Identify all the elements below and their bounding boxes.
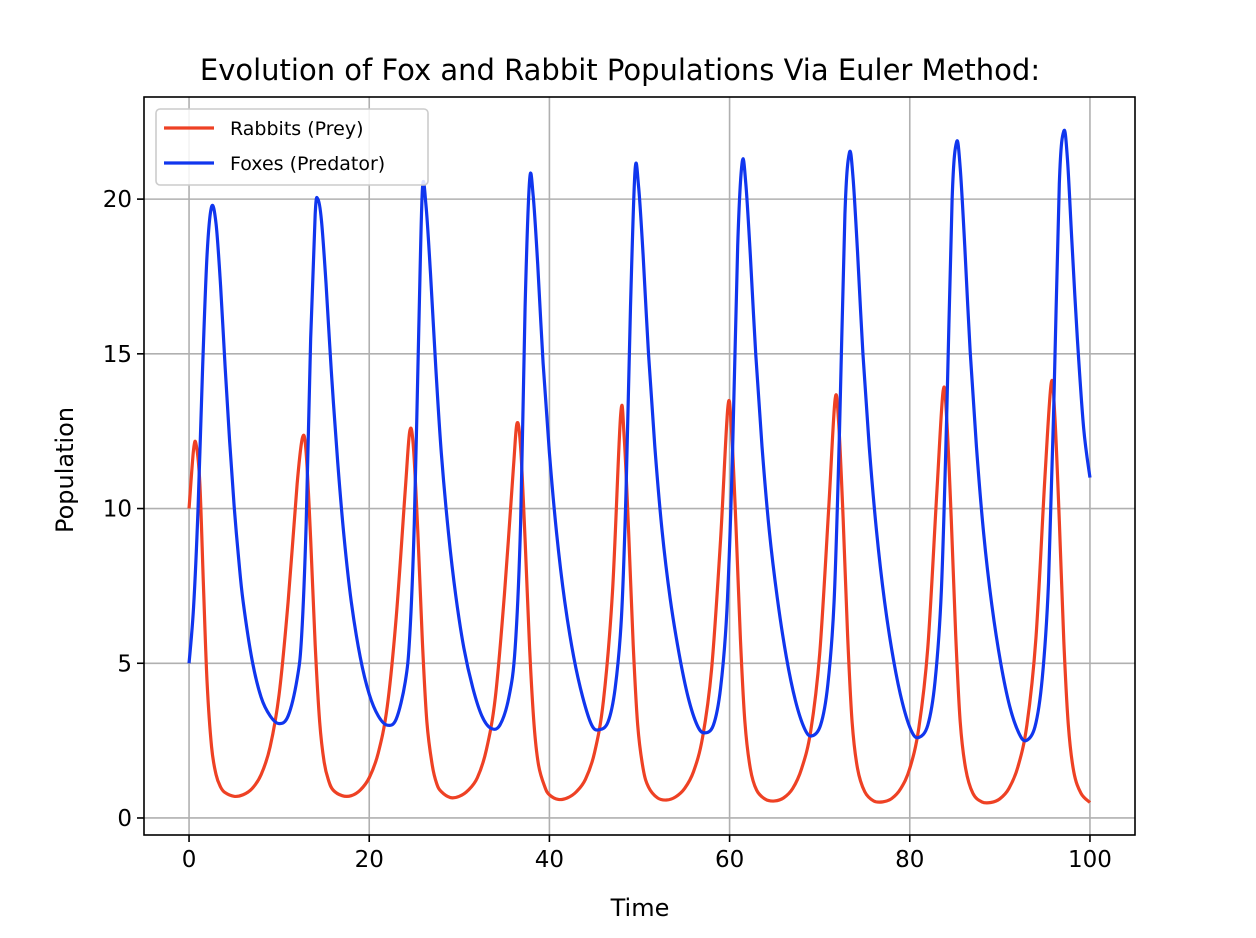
- x-tick-label: 80: [895, 847, 924, 873]
- series-lines: [187, 128, 1092, 805]
- legend: Rabbits (Prey) Foxes (Predator): [155, 108, 429, 186]
- y-tick-label: 15: [103, 342, 132, 368]
- plot-area-border: [143, 96, 1136, 836]
- series-line-0: [187, 379, 1092, 805]
- chart-title: Evolution of Fox and Rabbit Populations …: [200, 53, 1040, 87]
- x-axis-label: Time: [610, 894, 670, 922]
- x-tick-label: 40: [535, 847, 564, 873]
- x-axis-ticks: 0 20 40 60 80 100: [182, 835, 1112, 873]
- x-tick-label: 100: [1068, 847, 1112, 873]
- x-tick-label: 20: [355, 847, 384, 873]
- y-axis-ticks: 0 5 10 15 20: [103, 187, 144, 832]
- y-tick-label: 20: [103, 187, 132, 213]
- y-tick-label: 10: [103, 497, 132, 523]
- legend-frame: [155, 108, 429, 186]
- series-line-1: [187, 128, 1092, 743]
- y-tick-label: 0: [117, 806, 132, 832]
- x-tick-label: 60: [715, 847, 744, 873]
- y-axis-label: Population: [51, 407, 79, 533]
- legend-label-1: Foxes (Predator): [230, 153, 385, 175]
- legend-label-0: Rabbits (Prey): [230, 118, 364, 140]
- x-tick-label: 0: [182, 847, 197, 873]
- y-tick-label: 5: [117, 651, 132, 677]
